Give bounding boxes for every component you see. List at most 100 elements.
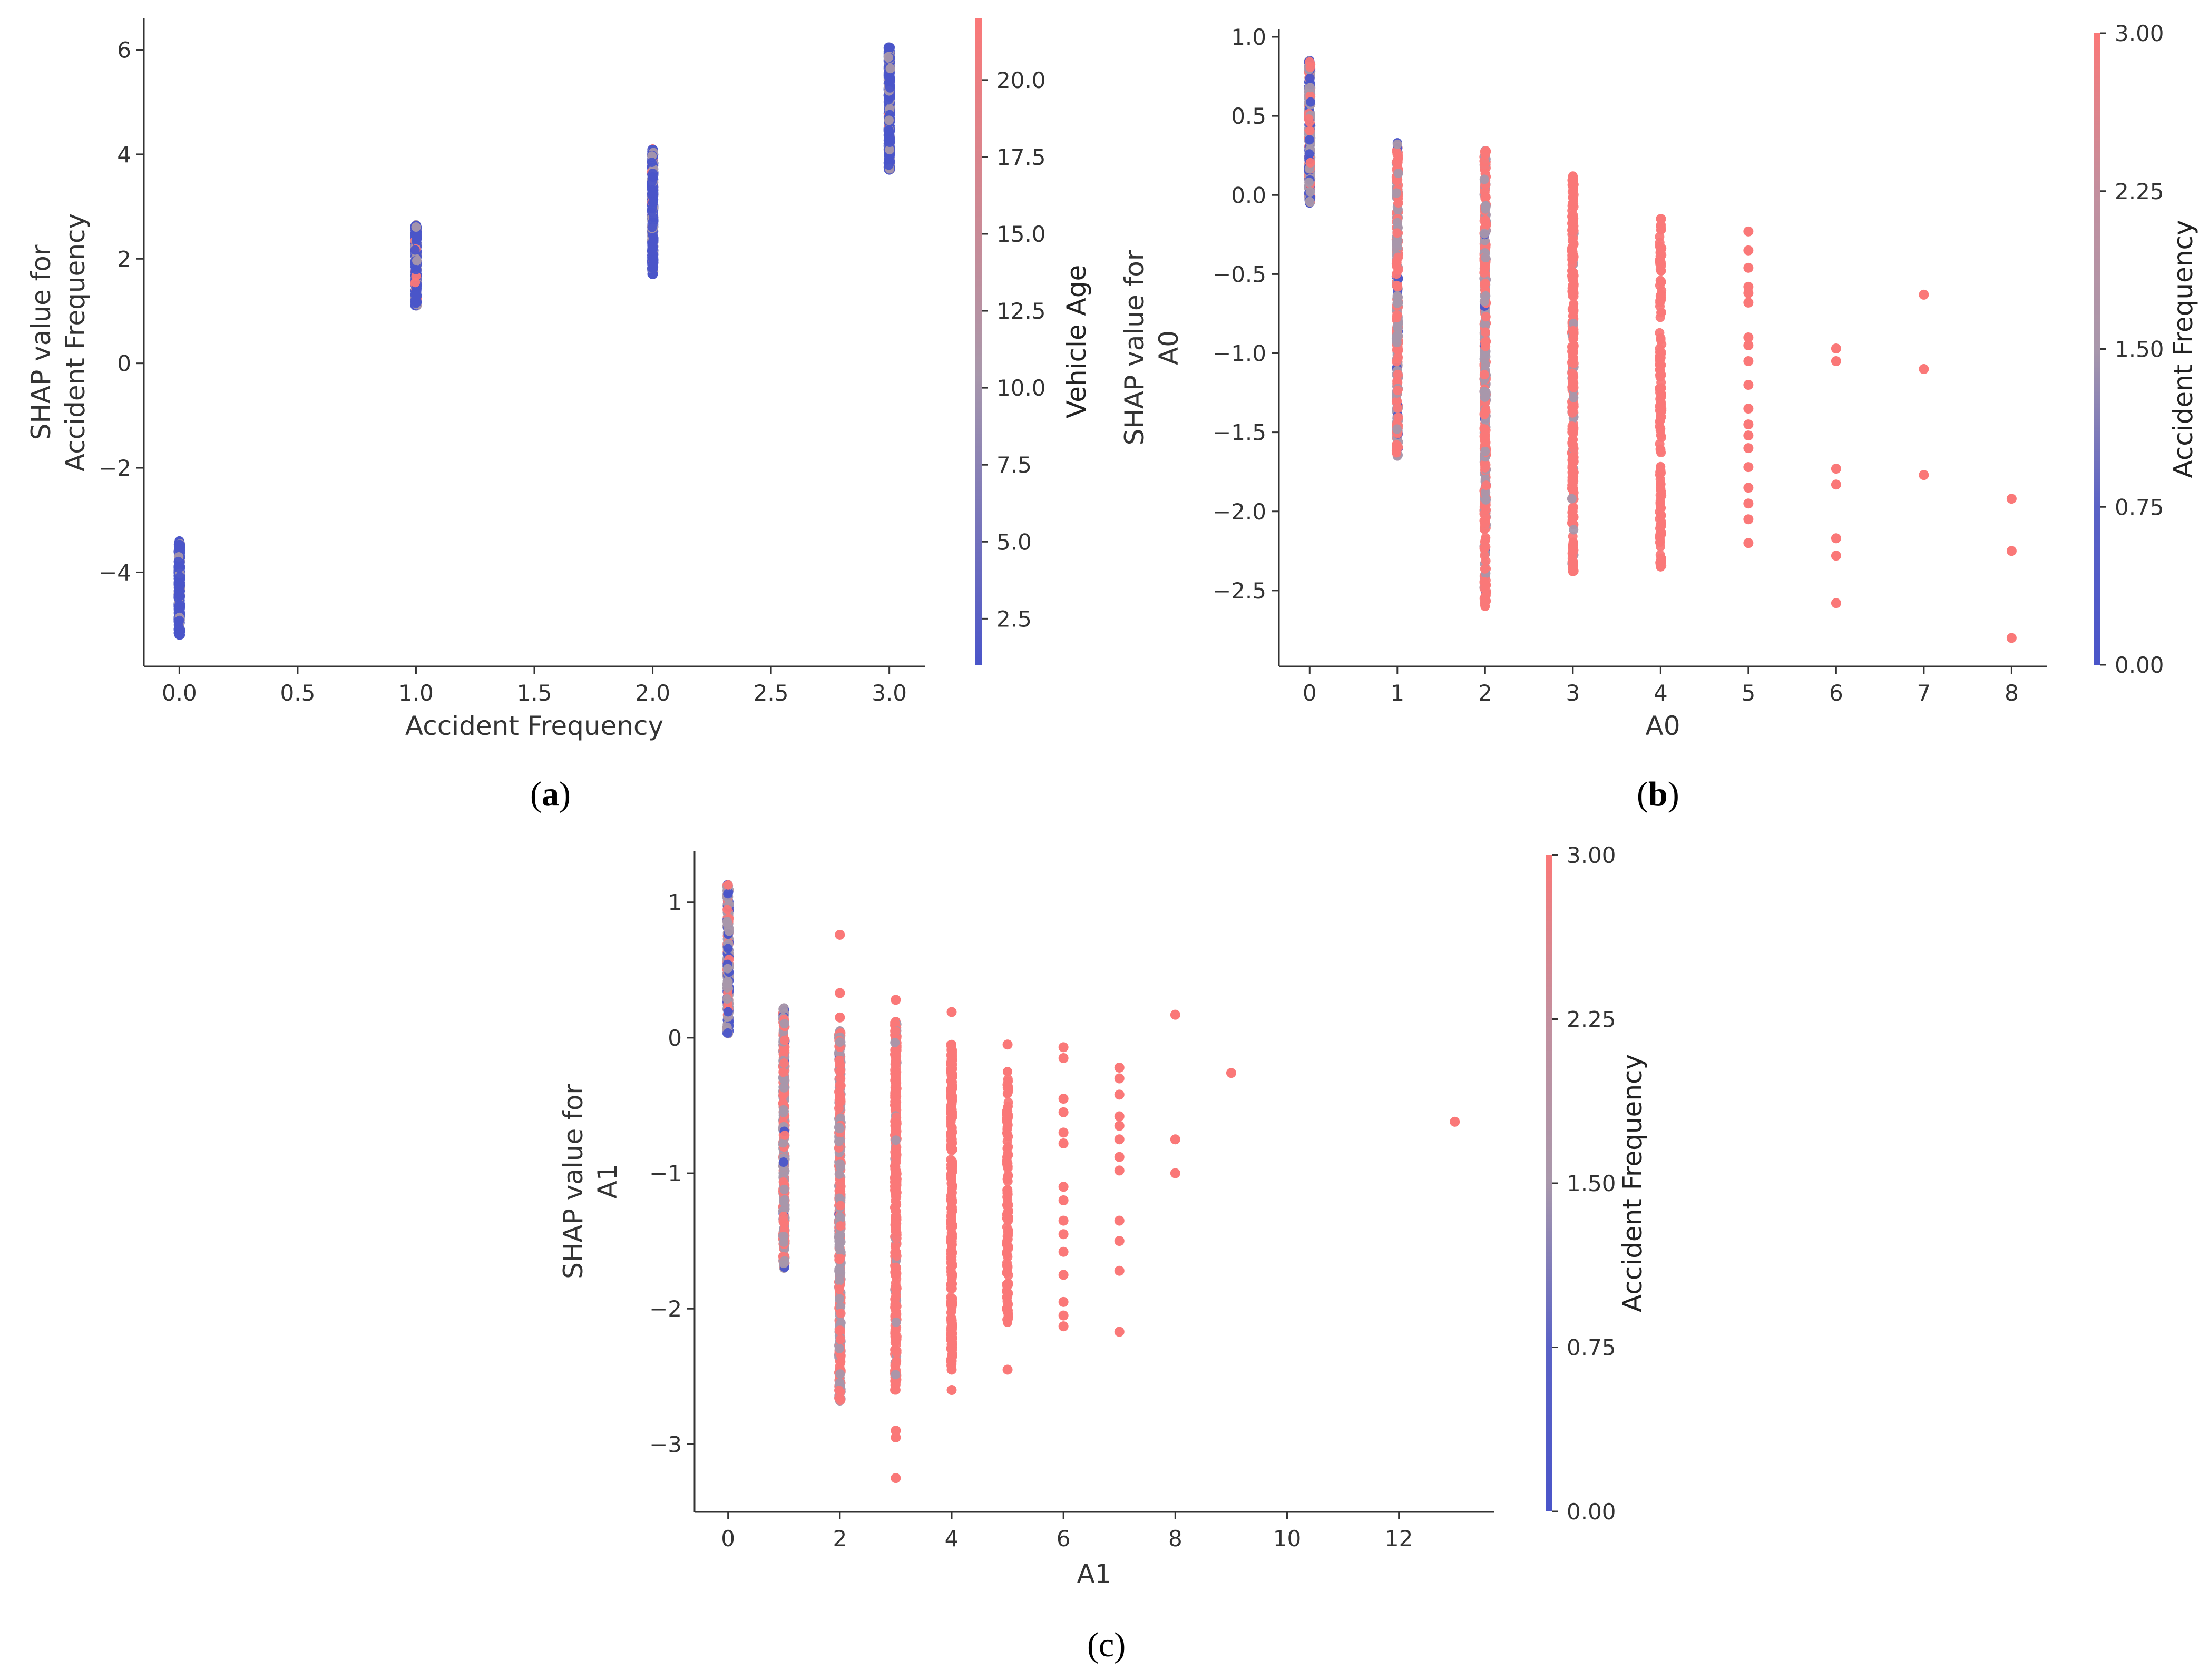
x-tick-label: 0 <box>721 1526 735 1551</box>
data-point <box>1831 533 1841 544</box>
data-point <box>1743 226 1754 237</box>
data-point <box>834 1097 844 1107</box>
data-point <box>411 292 421 302</box>
colorbar-tick-label: 0.75 <box>2115 494 2164 520</box>
data-point <box>412 285 422 295</box>
data-point <box>1306 97 1316 107</box>
data-point <box>1393 369 1403 379</box>
data-point <box>1393 345 1403 355</box>
data-point <box>1743 332 1754 342</box>
data-point <box>890 1037 900 1047</box>
data-point <box>890 1344 900 1354</box>
data-point <box>780 1130 790 1140</box>
y-tick-label: −4 <box>99 559 131 585</box>
data-point <box>883 43 893 53</box>
data-point <box>834 1232 844 1242</box>
data-point <box>1567 408 1577 418</box>
data-point <box>1655 498 1665 508</box>
data-point <box>412 237 422 247</box>
data-point <box>724 926 734 936</box>
data-point <box>947 1352 957 1362</box>
data-point <box>1743 297 1754 308</box>
data-point <box>1568 193 1578 203</box>
data-point <box>779 1256 789 1266</box>
data-point <box>1305 197 1315 207</box>
data-point <box>1655 312 1665 322</box>
data-point <box>411 222 421 232</box>
data-point <box>947 1049 957 1059</box>
data-point <box>1656 468 1666 478</box>
x-tick-label: 7 <box>1917 680 1931 706</box>
data-point <box>1480 564 1490 574</box>
data-point <box>891 1284 901 1294</box>
y-tick-label: −2.0 <box>1213 499 1266 525</box>
data-point <box>1392 218 1402 228</box>
data-point <box>1656 392 1666 402</box>
colorbar-label: Accident Frequency <box>2168 220 2198 478</box>
data-point <box>1479 370 1489 380</box>
colorbar <box>2094 33 2100 665</box>
y-axis-label: A0 <box>1154 330 1184 365</box>
data-point <box>780 1046 790 1056</box>
data-point <box>1656 266 1666 276</box>
x-tick-label: 0 <box>1303 680 1317 706</box>
data-point <box>834 1240 844 1250</box>
data-point <box>1568 439 1578 449</box>
data-point <box>1305 158 1315 168</box>
data-point <box>1831 464 1841 474</box>
data-point <box>174 585 184 595</box>
data-point <box>410 245 420 255</box>
data-point <box>1568 277 1578 287</box>
data-point <box>1569 333 1579 343</box>
data-point <box>1657 403 1667 413</box>
data-point <box>1743 498 1754 509</box>
data-point <box>1657 561 1667 571</box>
data-point <box>1743 245 1754 256</box>
x-tick-label: 0.5 <box>280 680 316 706</box>
data-point <box>1567 254 1577 264</box>
y-tick-label: 6 <box>117 37 131 63</box>
data-point <box>175 625 185 635</box>
data-point <box>890 1087 900 1097</box>
data-point <box>835 1090 845 1100</box>
x-tick-label: 8 <box>1168 1526 1182 1551</box>
data-point <box>1480 253 1490 263</box>
colorbar-tick-label: 10.0 <box>996 375 1046 401</box>
x-tick-label: 2.5 <box>754 680 789 706</box>
data-point <box>648 185 658 195</box>
data-point <box>1393 198 1403 208</box>
data-point <box>892 1150 902 1160</box>
data-point <box>778 1107 788 1117</box>
colorbar-tick-label: 5.0 <box>996 529 1032 555</box>
x-tick-label: 4 <box>945 1526 959 1551</box>
y-tick-label: 4 <box>117 142 131 168</box>
data-point <box>835 1334 845 1344</box>
data-point <box>891 1270 901 1280</box>
y-tick-label: −2.5 <box>1213 578 1266 604</box>
data-point <box>835 1180 845 1190</box>
data-point <box>722 918 732 928</box>
data-point <box>1391 440 1401 450</box>
x-tick-label: 0.0 <box>162 680 197 706</box>
colorbar-tick-label: 0.00 <box>2115 652 2164 678</box>
data-point <box>891 1300 901 1310</box>
data-point <box>173 556 183 566</box>
data-point <box>1304 135 1314 145</box>
data-point <box>1655 421 1665 431</box>
data-point <box>1655 550 1665 560</box>
data-point <box>834 1343 844 1353</box>
data-point <box>722 1028 732 1038</box>
data-point <box>1568 543 1578 553</box>
data-point <box>723 880 733 890</box>
data-point <box>884 160 894 170</box>
data-point <box>1831 598 1841 608</box>
data-point <box>883 125 893 135</box>
data-point <box>1656 214 1666 224</box>
data-point <box>1656 510 1666 520</box>
data-point <box>947 1269 957 1279</box>
data-point <box>1568 319 1578 329</box>
data-point <box>892 1332 902 1342</box>
data-point <box>723 1007 733 1017</box>
data-point <box>1743 430 1754 441</box>
